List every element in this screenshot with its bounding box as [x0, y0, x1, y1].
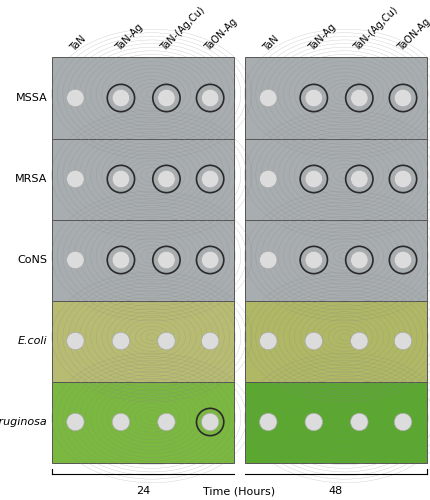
Ellipse shape: [304, 414, 322, 430]
Ellipse shape: [157, 252, 175, 268]
Ellipse shape: [152, 84, 180, 112]
Ellipse shape: [67, 252, 84, 268]
Ellipse shape: [112, 90, 129, 106]
Ellipse shape: [259, 90, 276, 106]
Ellipse shape: [196, 246, 223, 274]
Bar: [52, 58, 233, 138]
Ellipse shape: [201, 414, 218, 430]
Ellipse shape: [304, 332, 322, 349]
Text: 24: 24: [135, 486, 150, 496]
Ellipse shape: [304, 252, 322, 268]
Ellipse shape: [157, 332, 175, 349]
Text: TaN: TaN: [261, 34, 280, 54]
Ellipse shape: [393, 90, 411, 106]
Ellipse shape: [350, 90, 367, 106]
Text: MSSA: MSSA: [15, 93, 47, 103]
Text: TaON-Ag: TaON-Ag: [203, 18, 239, 54]
Ellipse shape: [196, 166, 223, 192]
Ellipse shape: [393, 332, 411, 349]
Bar: [52, 138, 233, 220]
Ellipse shape: [201, 332, 218, 349]
Ellipse shape: [196, 408, 223, 436]
Ellipse shape: [67, 414, 84, 430]
Ellipse shape: [107, 166, 134, 192]
Bar: [244, 220, 426, 300]
Ellipse shape: [259, 252, 276, 268]
Ellipse shape: [299, 166, 327, 192]
Ellipse shape: [393, 252, 411, 268]
Ellipse shape: [350, 170, 367, 188]
Ellipse shape: [350, 332, 367, 349]
Ellipse shape: [112, 252, 129, 268]
Ellipse shape: [157, 414, 175, 430]
Ellipse shape: [152, 246, 180, 274]
Ellipse shape: [388, 246, 416, 274]
Ellipse shape: [299, 84, 327, 112]
Ellipse shape: [201, 170, 218, 188]
Text: TaON-Ag: TaON-Ag: [395, 18, 430, 54]
Ellipse shape: [67, 170, 84, 188]
Ellipse shape: [201, 90, 218, 106]
Ellipse shape: [107, 246, 134, 274]
Ellipse shape: [67, 90, 84, 106]
Ellipse shape: [345, 84, 372, 112]
Text: MRSA: MRSA: [15, 174, 47, 184]
Ellipse shape: [152, 166, 180, 192]
Bar: [244, 58, 426, 138]
Ellipse shape: [157, 90, 175, 106]
Bar: [244, 138, 426, 220]
Ellipse shape: [345, 246, 372, 274]
Ellipse shape: [393, 170, 411, 188]
Ellipse shape: [112, 414, 129, 430]
Text: 48: 48: [328, 486, 342, 496]
Text: TaN: TaN: [68, 34, 88, 54]
Ellipse shape: [157, 170, 175, 188]
Bar: [52, 300, 233, 382]
Bar: [244, 382, 426, 462]
Ellipse shape: [196, 84, 223, 112]
Ellipse shape: [388, 84, 416, 112]
Ellipse shape: [112, 170, 129, 188]
Text: TaN-(Ag,Cu): TaN-(Ag,Cu): [159, 6, 207, 54]
Ellipse shape: [67, 332, 84, 349]
Ellipse shape: [345, 166, 372, 192]
Text: P.aeruginosa: P.aeruginosa: [0, 417, 47, 427]
Ellipse shape: [107, 84, 134, 112]
Bar: [244, 300, 426, 382]
Ellipse shape: [350, 252, 367, 268]
Ellipse shape: [299, 246, 327, 274]
Ellipse shape: [388, 166, 416, 192]
Text: E.coli: E.coli: [18, 336, 47, 346]
Ellipse shape: [259, 414, 276, 430]
Ellipse shape: [112, 332, 129, 349]
Text: TaN-Ag: TaN-Ag: [114, 22, 144, 54]
Text: Time (Hours): Time (Hours): [203, 486, 275, 496]
Ellipse shape: [304, 170, 322, 188]
Text: TaN-Ag: TaN-Ag: [306, 22, 337, 54]
Text: TaN-(Ag,Cu): TaN-(Ag,Cu): [351, 6, 399, 54]
Ellipse shape: [201, 252, 218, 268]
Text: CoNS: CoNS: [17, 255, 47, 265]
Ellipse shape: [259, 332, 276, 349]
Ellipse shape: [393, 414, 411, 430]
Ellipse shape: [259, 170, 276, 188]
Bar: [52, 382, 233, 462]
Bar: [52, 220, 233, 300]
Ellipse shape: [304, 90, 322, 106]
Ellipse shape: [350, 414, 367, 430]
